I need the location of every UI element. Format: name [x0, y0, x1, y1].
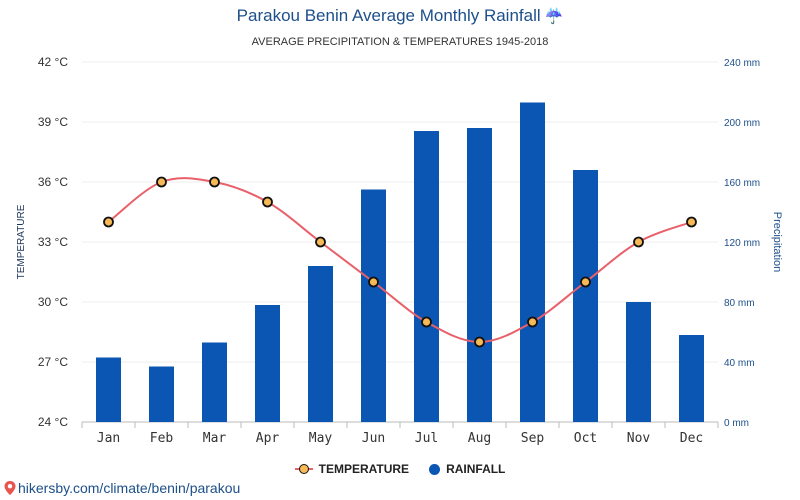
legend-item-temperature[interactable]: TEMPERATURE: [294, 462, 410, 476]
y-left-tick-label: 24 °C: [38, 415, 68, 429]
x-tick-label: Apr: [256, 431, 280, 446]
temperature-point: [474, 336, 485, 348]
rainfall-bar: [414, 131, 439, 422]
rainfall-bar: [573, 170, 598, 422]
legend-temperature-label: TEMPERATURE: [318, 462, 410, 476]
y-right-tick-label: 160 mm: [724, 178, 760, 189]
y-right-tick-label: 240 mm: [724, 58, 760, 69]
chart-title: Parakou Benin Average Monthly Rainfall ☔: [0, 6, 800, 26]
temperature-point: [209, 176, 220, 188]
x-tick-label: Jun: [362, 431, 385, 446]
x-tick-label: Nov: [627, 431, 651, 446]
x-tick-label: Oct: [574, 431, 597, 446]
chart-subtitle: AVERAGE PRECIPITATION & TEMPERATURES 194…: [251, 36, 549, 48]
y-right-tick-label: 200 mm: [724, 118, 760, 129]
y-right-tick-label: 40 mm: [724, 358, 755, 369]
y-left-tick-label: 36 °C: [38, 175, 68, 189]
temperature-point: [527, 316, 538, 328]
rainfall-bar: [361, 189, 386, 422]
source-link[interactable]: hikersby.com/climate/benin/parakou: [4, 480, 240, 496]
temperature-line: [107, 177, 692, 344]
legend-item-rainfall[interactable]: RAINFALL: [429, 462, 505, 476]
chart-legend: TEMPERATURE RAINFALL: [0, 462, 800, 476]
x-tick-label: May: [309, 431, 333, 446]
temperature-point: [368, 276, 379, 288]
rainfall-bar: [467, 128, 492, 422]
x-tick-label: Feb: [150, 431, 174, 446]
y-left-tick-label: 27 °C: [38, 355, 68, 369]
temperature-point: [421, 316, 432, 328]
rainfall-bar: [679, 335, 704, 422]
x-tick-label: Sep: [521, 431, 545, 446]
legend-rainfall-label: RAINFALL: [446, 462, 506, 476]
temperature-point: [315, 236, 326, 248]
rainfall-bar: [149, 366, 174, 422]
rainfall-chart: 24 °C 27 °C 30 °C 33 °C 36 °C 39 °C 42 °C 0 mm 4…: [16, 55, 783, 446]
x-tick-label: Jan: [97, 431, 120, 446]
y-right-tick-label: 80 mm: [724, 298, 755, 309]
rainfall-bar: [626, 302, 651, 422]
y-left-tick-label: 42 °C: [38, 55, 68, 69]
rainfall-bar: [308, 266, 333, 422]
source-text: hikersby.com/climate/benin/parakou: [18, 480, 241, 496]
temperature-point: [156, 176, 167, 188]
y-right-tick-label: 120 mm: [724, 238, 760, 249]
x-tick-label: Aug: [468, 431, 491, 446]
x-tick-label: Mar: [203, 431, 227, 446]
y-left-tick-label: 39 °C: [38, 115, 68, 129]
umbrella-rain-icon: ☔: [544, 8, 564, 25]
map-pin-icon: [4, 481, 16, 495]
rainfall-legend-marker: [429, 463, 441, 475]
temperature-point: [103, 216, 114, 228]
y-right-axis-title: Precipitation: [771, 212, 783, 273]
y-right-tick-label: 0 mm: [724, 418, 749, 429]
temperature-legend-marker: [294, 464, 313, 474]
y-left-tick-label: 30 °C: [38, 295, 68, 309]
y-left-tick-label: 33 °C: [38, 235, 68, 249]
rainfall-bar: [96, 357, 121, 422]
y-left-axis-title: TEMPERATURE: [16, 204, 27, 279]
rainfall-bar: [255, 305, 280, 422]
temperature-point: [262, 196, 273, 208]
x-tick-label: Dec: [680, 431, 703, 446]
chart-title-text: Parakou Benin Average Monthly Rainfall: [236, 6, 541, 25]
temperature-point: [633, 236, 644, 248]
x-tick-label: Jul: [415, 431, 438, 446]
temperature-point: [580, 276, 591, 288]
rainfall-bar: [520, 102, 545, 422]
rainfall-bar: [202, 342, 227, 422]
temperature-point: [686, 216, 697, 228]
